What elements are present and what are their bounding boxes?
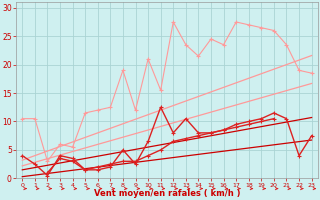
X-axis label: Vent moyen/en rafales ( km/h ): Vent moyen/en rafales ( km/h ): [94, 189, 240, 198]
